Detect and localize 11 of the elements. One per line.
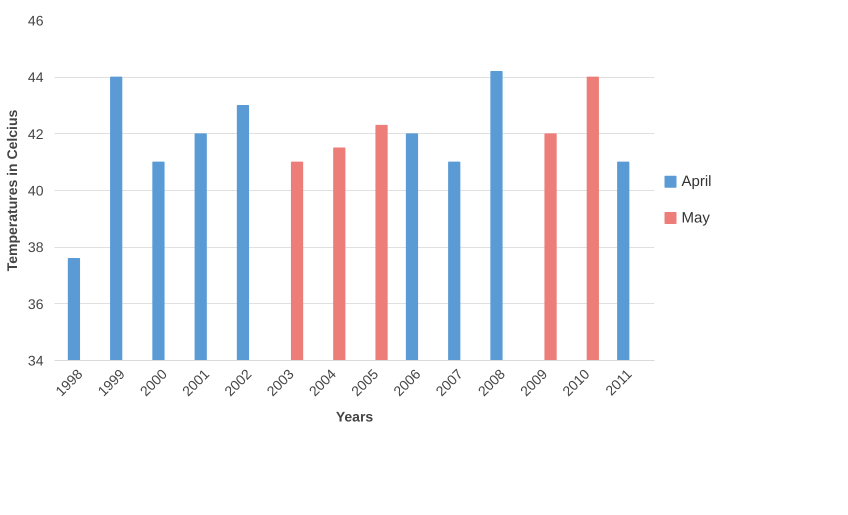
x-axis-title: Years xyxy=(336,408,374,425)
y-tick-label: 36 xyxy=(28,296,44,312)
legend-label: April xyxy=(682,173,712,190)
y-tick-label: 40 xyxy=(28,182,44,198)
y-axis-title: Temperatures in Celcius xyxy=(4,110,20,272)
y-tick-label: 38 xyxy=(28,239,44,256)
legend-label: May xyxy=(682,209,710,226)
y-tick-label: 42 xyxy=(28,126,44,142)
y-tick-label: 34 xyxy=(28,352,44,368)
y-tick-label: 44 xyxy=(28,69,44,86)
y-tick-label: 46 xyxy=(28,12,44,28)
